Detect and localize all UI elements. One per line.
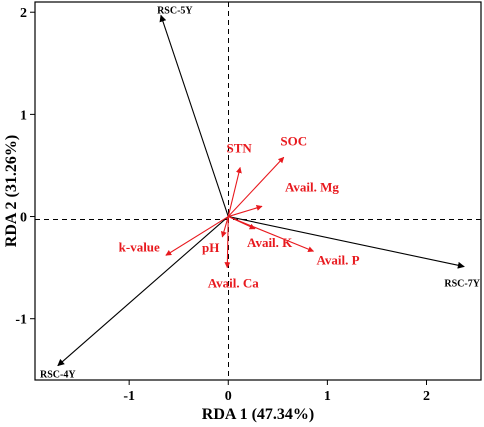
env-label: Avail. Mg (285, 179, 339, 194)
y-axis-title: RDA 2 (31.26%) (3, 135, 20, 247)
x-axis-ticks: -1 0 1 2 (123, 380, 430, 404)
y-tick-label: 2 (20, 6, 27, 21)
env-label: Avail. K (247, 235, 293, 250)
x-tick-label: 0 (225, 389, 232, 404)
x-tick-label: 1 (324, 389, 331, 404)
site-label: RSC-4Y (40, 370, 76, 381)
site-label: RSC-5Y (157, 5, 193, 16)
x-tick-label: 2 (423, 389, 430, 404)
y-axis-ticks: -1 0 1 2 (15, 6, 35, 328)
env-label: STN (227, 141, 253, 156)
env-arrow (227, 156, 285, 217)
x-axis-title: RDA 1 (47.34%) (202, 406, 314, 423)
env-label: pH (202, 240, 219, 255)
y-tick-label: 0 (20, 211, 27, 226)
plot-frame (34, 1, 482, 381)
env-label: Avail. Ca (208, 276, 260, 291)
env-arrow (228, 205, 263, 218)
env-arrow (224, 216, 231, 269)
env-arrow (228, 216, 315, 253)
env-arrow (227, 166, 242, 217)
site-vectors: RSC-5Y RSC-7Y RSC-4Y (40, 5, 481, 380)
site-arrow (228, 216, 465, 269)
y-tick-label: 1 (20, 108, 27, 123)
site-label: RSC-7Y (444, 279, 480, 290)
env-label: k-value (119, 239, 160, 254)
site-arrow (159, 14, 229, 217)
site-arrow (57, 216, 229, 367)
env-label: Avail. P (317, 252, 360, 267)
env-arrow (220, 216, 229, 238)
env-vectors: STN SOC Avail. Mg Avail. K Avail. P k-value pH… (119, 133, 360, 290)
y-tick-label: -1 (15, 313, 27, 328)
env-arrow (165, 216, 229, 256)
env-label: SOC (280, 133, 307, 148)
x-tick-label: -1 (123, 389, 135, 404)
